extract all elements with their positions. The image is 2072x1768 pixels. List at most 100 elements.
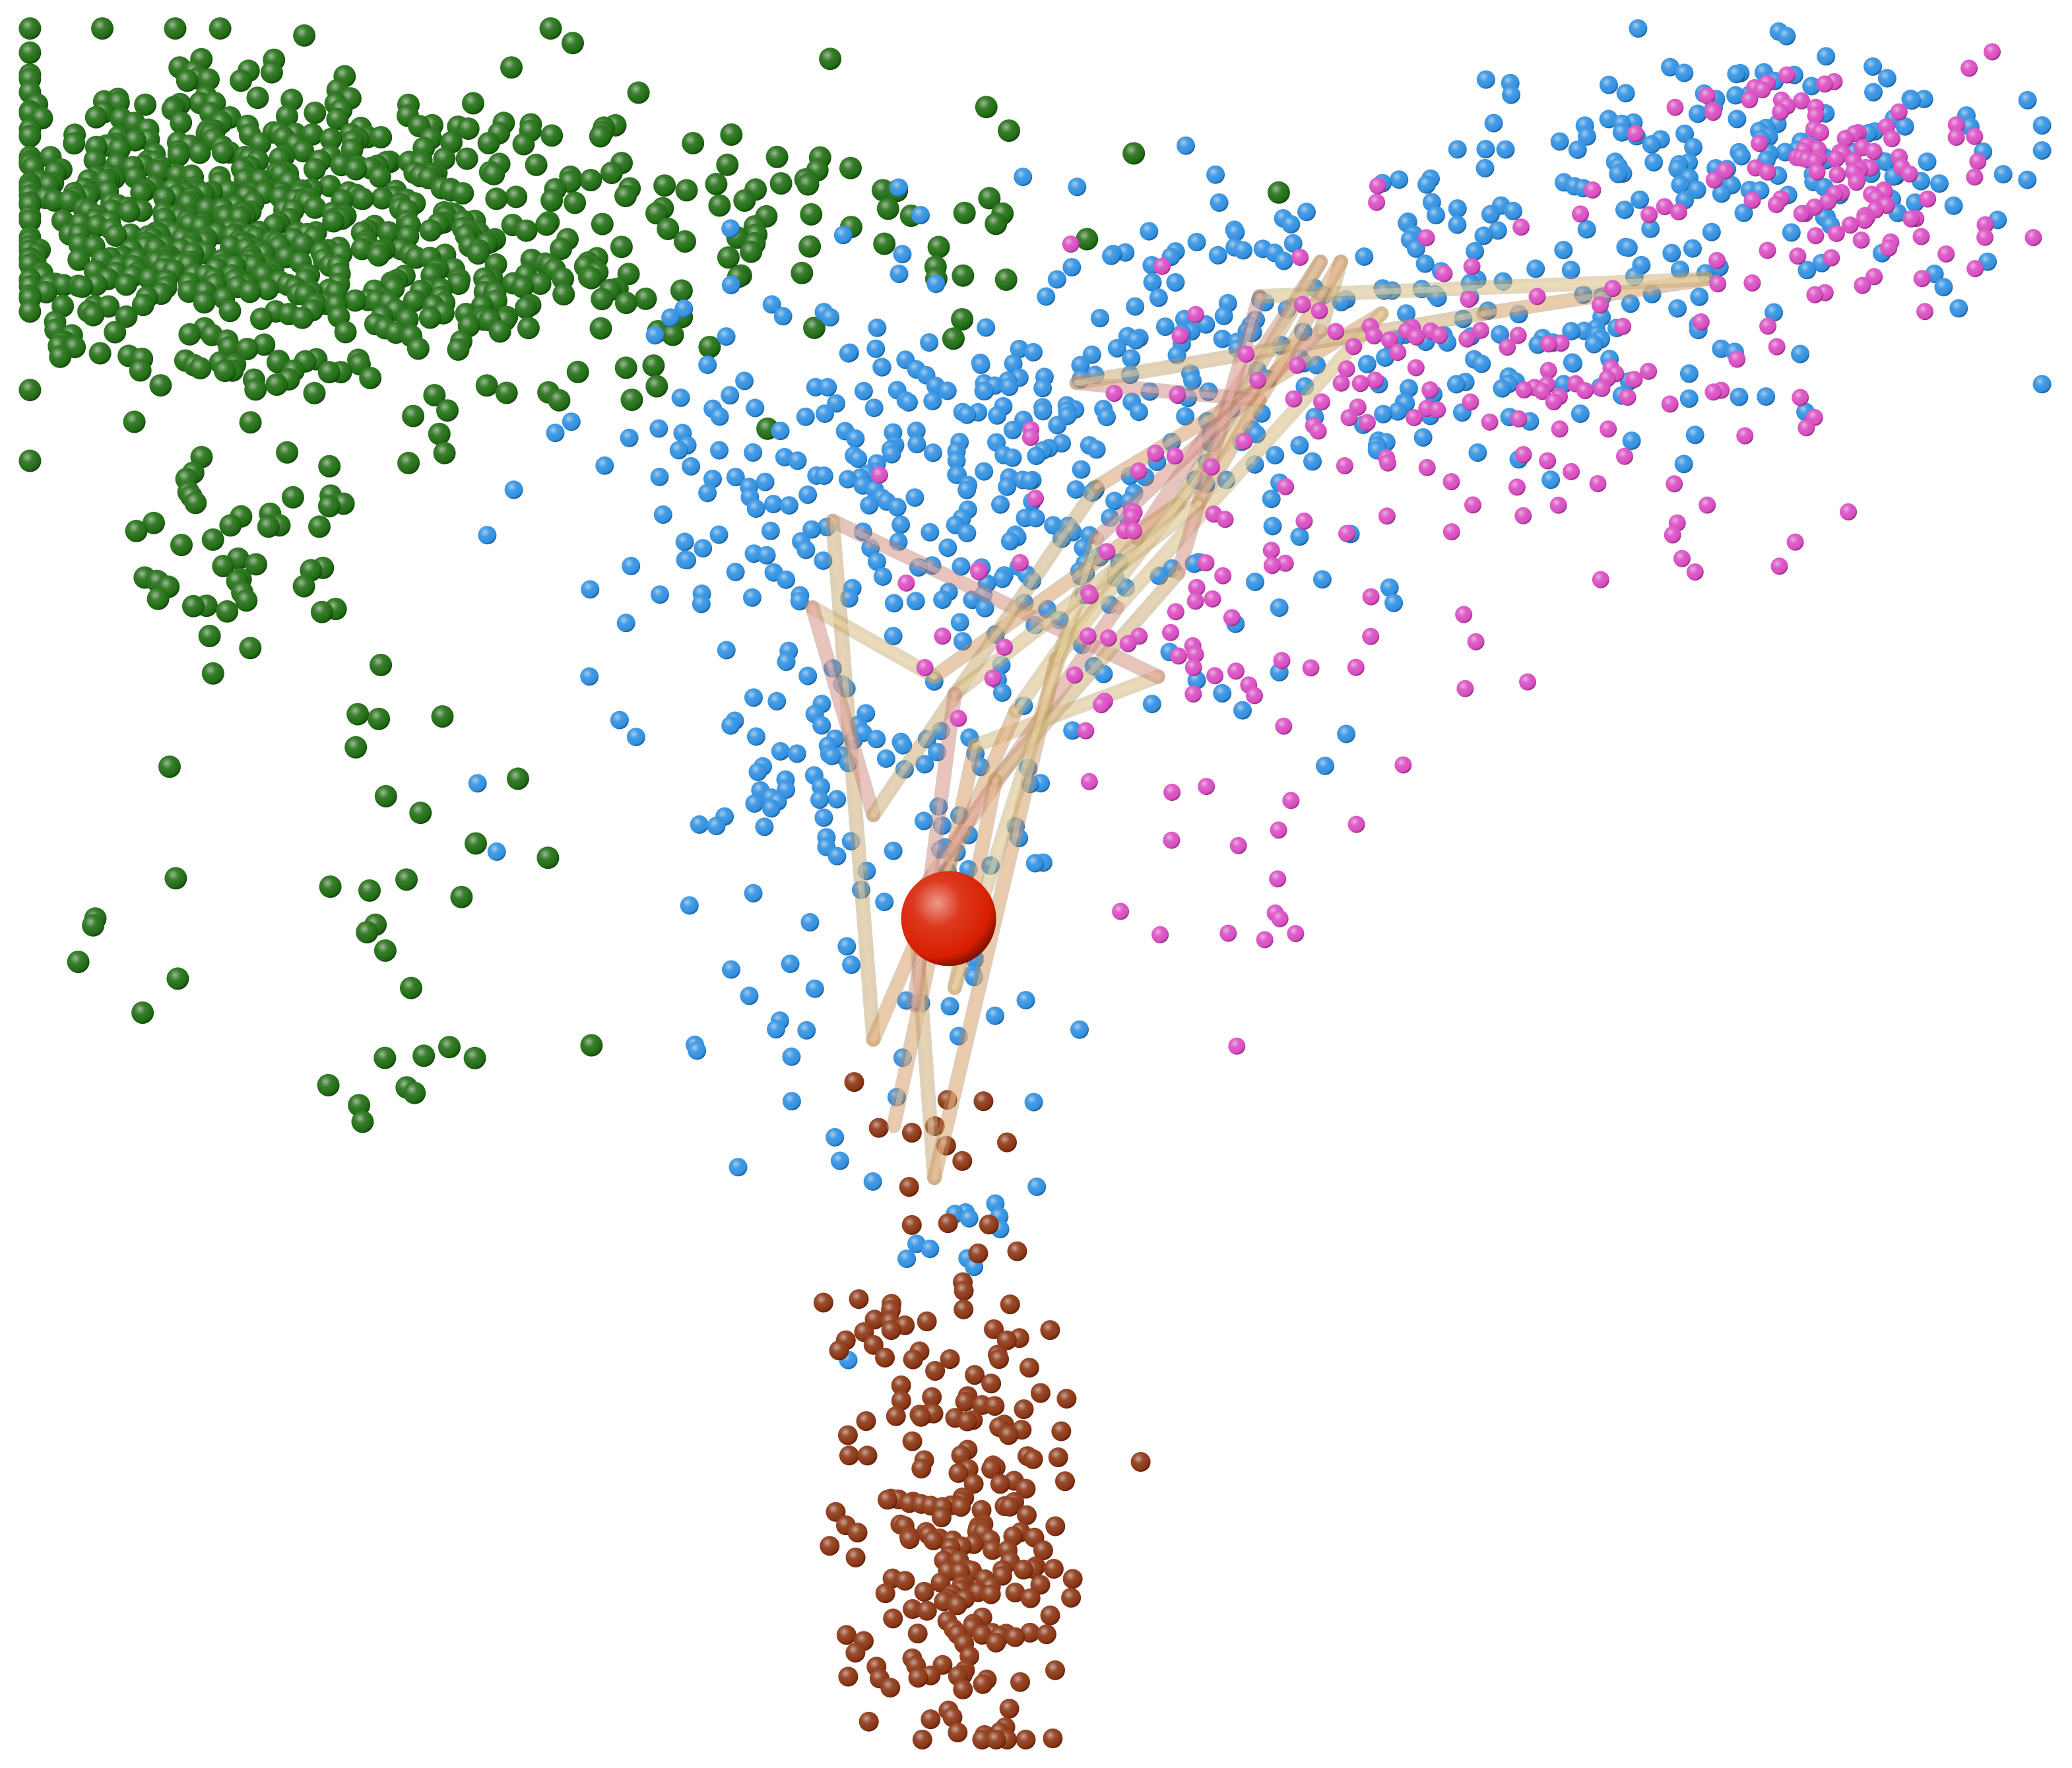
data-point-series-2 — [1358, 414, 1376, 431]
data-point-series-1 — [1026, 509, 1045, 528]
data-point-series-1 — [1201, 433, 1220, 453]
data-point-series-2 — [1369, 177, 1386, 195]
data-point-series-2 — [1285, 390, 1303, 408]
data-point-series-0 — [791, 261, 814, 284]
data-point-series-1 — [2032, 141, 2052, 160]
data-point-series-2 — [1807, 107, 1825, 125]
data-point-series-1 — [977, 318, 996, 337]
data-point-series-2 — [1664, 526, 1681, 544]
data-point-series-1 — [949, 1026, 968, 1046]
data-point-series-3 — [951, 1497, 971, 1517]
data-point-series-1 — [986, 1006, 1004, 1025]
data-point-series-1 — [1476, 70, 1495, 89]
data-point-series-1 — [1448, 215, 1467, 234]
data-point-series-1 — [1290, 527, 1309, 546]
data-point-series-1 — [833, 226, 853, 245]
data-point-series-3 — [1005, 1583, 1025, 1602]
data-point-series-3 — [981, 1584, 1001, 1604]
data-point-series-1 — [1644, 152, 1664, 172]
data-point-series-1 — [1730, 387, 1749, 406]
data-point-series-1 — [764, 495, 783, 514]
data-point-series-2 — [1442, 473, 1460, 491]
data-point-series-1 — [721, 276, 740, 295]
data-point-series-2 — [1435, 265, 1453, 282]
data-point-series-1 — [650, 467, 669, 486]
data-point-series-2 — [1186, 592, 1204, 610]
data-point-series-2 — [1584, 181, 1602, 199]
data-point-series-1 — [1266, 446, 1285, 464]
data-point-series-1 — [1625, 267, 1644, 286]
data-point-series-2 — [1913, 270, 1931, 288]
data-point-series-1 — [849, 449, 868, 468]
data-point-series-0 — [953, 201, 976, 224]
data-point-series-2 — [1295, 512, 1313, 530]
data-point-series-3 — [981, 1459, 1002, 1479]
data-point-series-1 — [1155, 317, 1175, 336]
data-point-series-0 — [717, 246, 740, 269]
data-point-series-0 — [600, 162, 623, 184]
data-point-series-0 — [975, 96, 998, 119]
data-point-series-0 — [198, 625, 221, 647]
data-point-series-1 — [645, 326, 664, 345]
data-point-series-0 — [485, 187, 508, 210]
data-point-series-3 — [973, 1091, 994, 1112]
data-point-series-3 — [820, 1536, 840, 1556]
data-point-series-0 — [505, 185, 528, 208]
data-point-series-0 — [482, 163, 505, 186]
data-point-series-2 — [1514, 446, 1532, 464]
data-point-series-1 — [580, 667, 599, 686]
data-point-series-1 — [873, 567, 892, 586]
data-point-series-1 — [1397, 304, 1416, 323]
data-point-series-0 — [402, 404, 425, 427]
data-point-series-1 — [864, 398, 884, 418]
data-point-series-0 — [515, 219, 538, 242]
data-point-series-2 — [1592, 571, 1609, 588]
data-point-series-0 — [495, 381, 518, 404]
data-point-series-1 — [814, 466, 833, 486]
data-point-series-1 — [971, 757, 990, 776]
data-point-series-1 — [821, 307, 840, 327]
data-point-series-0 — [18, 300, 42, 323]
data-point-series-3 — [891, 1375, 911, 1395]
data-point-series-0 — [239, 411, 262, 434]
data-point-series-1 — [1072, 460, 1091, 479]
data-point-series-2 — [934, 627, 952, 645]
data-point-series-1 — [1541, 470, 1561, 489]
data-point-series-1 — [1679, 364, 1699, 383]
data-point-series-0 — [131, 294, 154, 317]
data-point-series-1 — [622, 557, 641, 575]
data-point-series-2 — [1302, 659, 1320, 677]
data-point-series-1 — [1016, 991, 1035, 1010]
data-point-series-1 — [938, 538, 957, 557]
data-point-series-3 — [1061, 1587, 1082, 1608]
data-point-series-0 — [212, 555, 235, 577]
data-point-series-0 — [84, 106, 108, 129]
data-point-series-1 — [1642, 284, 1662, 303]
data-point-series-1 — [1213, 683, 1232, 703]
data-point-series-1 — [827, 846, 847, 866]
data-point-series-2 — [1380, 331, 1398, 349]
data-point-series-3 — [836, 1625, 857, 1645]
data-point-series-2 — [1460, 290, 1477, 308]
data-point-series-3 — [839, 1445, 859, 1466]
data-point-series-1 — [709, 525, 728, 544]
data-point-series-1 — [1303, 452, 1322, 471]
data-point-series-0 — [447, 272, 470, 296]
data-point-series-2 — [1947, 129, 1965, 146]
data-point-series-0 — [167, 144, 190, 167]
data-point-series-1 — [1102, 246, 1120, 265]
data-point-series-0 — [438, 1036, 461, 1059]
data-point-series-1 — [682, 457, 701, 476]
data-point-series-0 — [178, 323, 201, 346]
data-point-series-1 — [1263, 517, 1282, 536]
data-point-series-1 — [796, 540, 816, 559]
data-point-series-0 — [670, 279, 693, 302]
data-point-series-1 — [762, 295, 781, 314]
data-point-series-2 — [1640, 362, 1658, 380]
data-point-series-3 — [903, 1599, 923, 1619]
data-point-series-3 — [1017, 1505, 1037, 1525]
data-point-series-1 — [868, 318, 887, 337]
data-point-series-3 — [1033, 1540, 1053, 1560]
data-point-series-0 — [370, 126, 393, 148]
